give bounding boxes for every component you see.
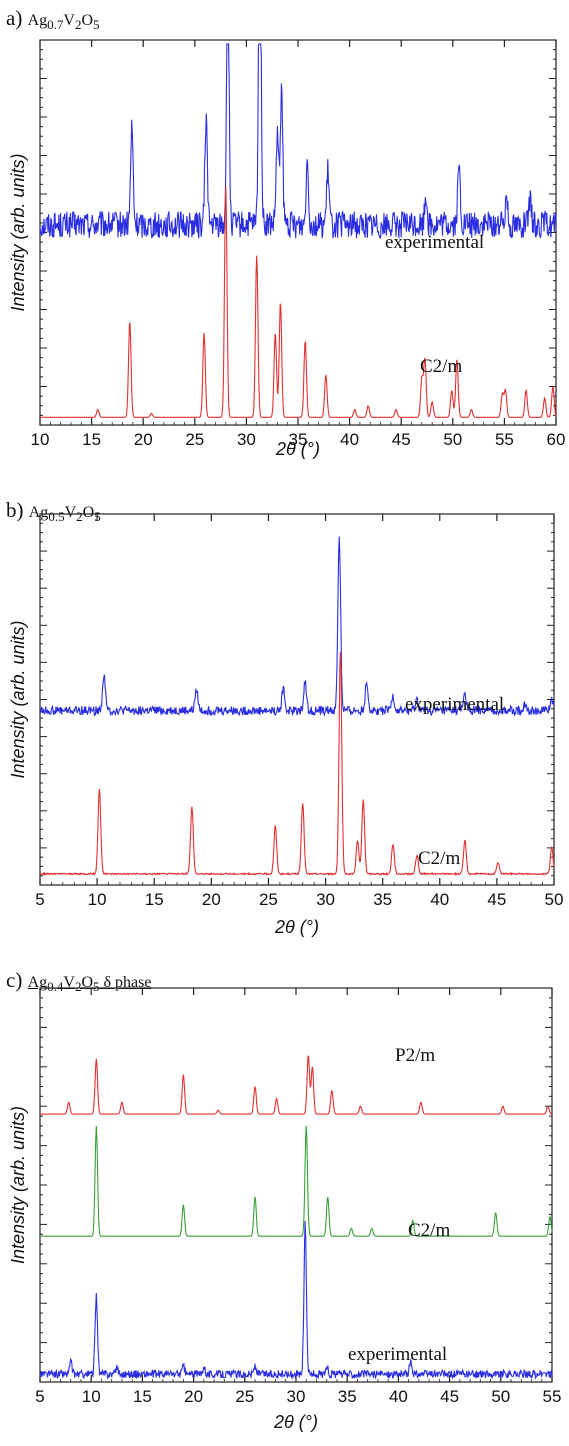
series-line-c2-m — [40, 1125, 553, 1237]
x-tick-label: 10 — [82, 1387, 101, 1406]
series-label: C2/m — [408, 1220, 450, 1241]
x-tick-label: 45 — [392, 430, 411, 449]
x-tick-label: 55 — [543, 1387, 562, 1406]
x-tick-label: 20 — [184, 1387, 203, 1406]
x-tick-label: 25 — [185, 430, 204, 449]
x-tick-label: 30 — [237, 430, 256, 449]
chart-a: 10 15 20 25 30 35 40 45 50 55 60 2θ (°) Intensity (a… — [8, 39, 566, 459]
series-line-c2-m — [40, 186, 557, 418]
series-label: experimental — [348, 1344, 447, 1365]
panel-a: a) Ag0.7V2O5 10 15 20 25 30 35 40 45 50 55 60 2θ (°… — [0, 0, 569, 482]
x-tick-label: 35 — [373, 890, 392, 909]
x-tick-label: 30 — [287, 1387, 306, 1406]
x-tick-label: 55 — [495, 430, 514, 449]
x-tick-label: 25 — [259, 890, 278, 909]
x-tick-label: 20 — [134, 430, 153, 449]
x-tick-label: 40 — [389, 1387, 408, 1406]
plot-frame — [39, 987, 553, 1383]
series-label: experimental — [385, 232, 484, 253]
x-tick-label: 5 — [35, 1387, 44, 1406]
x-tick-label: 40 — [340, 430, 359, 449]
x-tick-label: 45 — [487, 890, 506, 909]
x-tick-label: 15 — [145, 890, 164, 909]
x-tick-label: 15 — [133, 1387, 152, 1406]
x-tick-label: 15 — [82, 430, 101, 449]
x-axis-title: 2θ (°) — [273, 1412, 318, 1432]
series-line-experimental — [39, 536, 555, 717]
chart-c: 5 10 15 20 25 30 35 40 45 50 55 2θ (°) Intensity (ar… — [8, 987, 562, 1432]
series-line-p2-m — [40, 1055, 552, 1115]
x-tick-label: 30 — [316, 890, 335, 909]
series-label: C2/m — [420, 356, 462, 377]
series-label: experimental — [405, 694, 504, 715]
panel-c-title: c) Ag0.4V2O5 δ phase — [6, 968, 152, 995]
panel-letter: b) — [6, 498, 24, 522]
x-tick-label: 35 — [289, 430, 308, 449]
x-tick-label: 20 — [202, 890, 221, 909]
x-tick-label: 45 — [440, 1387, 459, 1406]
x-tick-label: 60 — [547, 430, 566, 449]
panel-c: c) Ag0.4V2O5 δ phase 5 10 15 20 25 30 35 40 45 50… — [0, 964, 569, 1446]
series-line-c2-m — [39, 651, 555, 876]
series-line-experimental — [39, 43, 557, 239]
x-tick-label: 35 — [338, 1387, 357, 1406]
panel-a-title: a) Ag0.7V2O5 — [6, 6, 100, 33]
x-tick-label: 50 — [545, 890, 564, 909]
x-tick-label: 25 — [235, 1387, 254, 1406]
series-line-experimental — [39, 1221, 553, 1381]
x-tick-label: 5 — [35, 890, 44, 909]
y-axis-title: Intensity (arb. units) — [8, 620, 28, 778]
panel-letter: c) — [6, 968, 23, 992]
x-tick-label: 40 — [430, 890, 449, 909]
series-label: C2/m — [418, 848, 460, 869]
x-axis-title: 2θ (°) — [275, 439, 320, 459]
x-tick-label: 50 — [443, 430, 462, 449]
panel-letter: a) — [6, 6, 23, 30]
x-tick-label: 50 — [491, 1387, 510, 1406]
x-axis-title: 2θ (°) — [274, 917, 319, 937]
chart-b: 5 10 15 20 25 30 35 40 45 50 2θ (°) Intensity (arb.… — [8, 513, 564, 937]
x-tick-label: 10 — [88, 890, 107, 909]
y-axis-title: Intensity (arb. units) — [8, 1106, 28, 1264]
x-tick-label: 10 — [31, 430, 50, 449]
y-axis-title: Intensity (arb. units) — [8, 153, 28, 311]
series-label: P2/m — [395, 1045, 435, 1066]
